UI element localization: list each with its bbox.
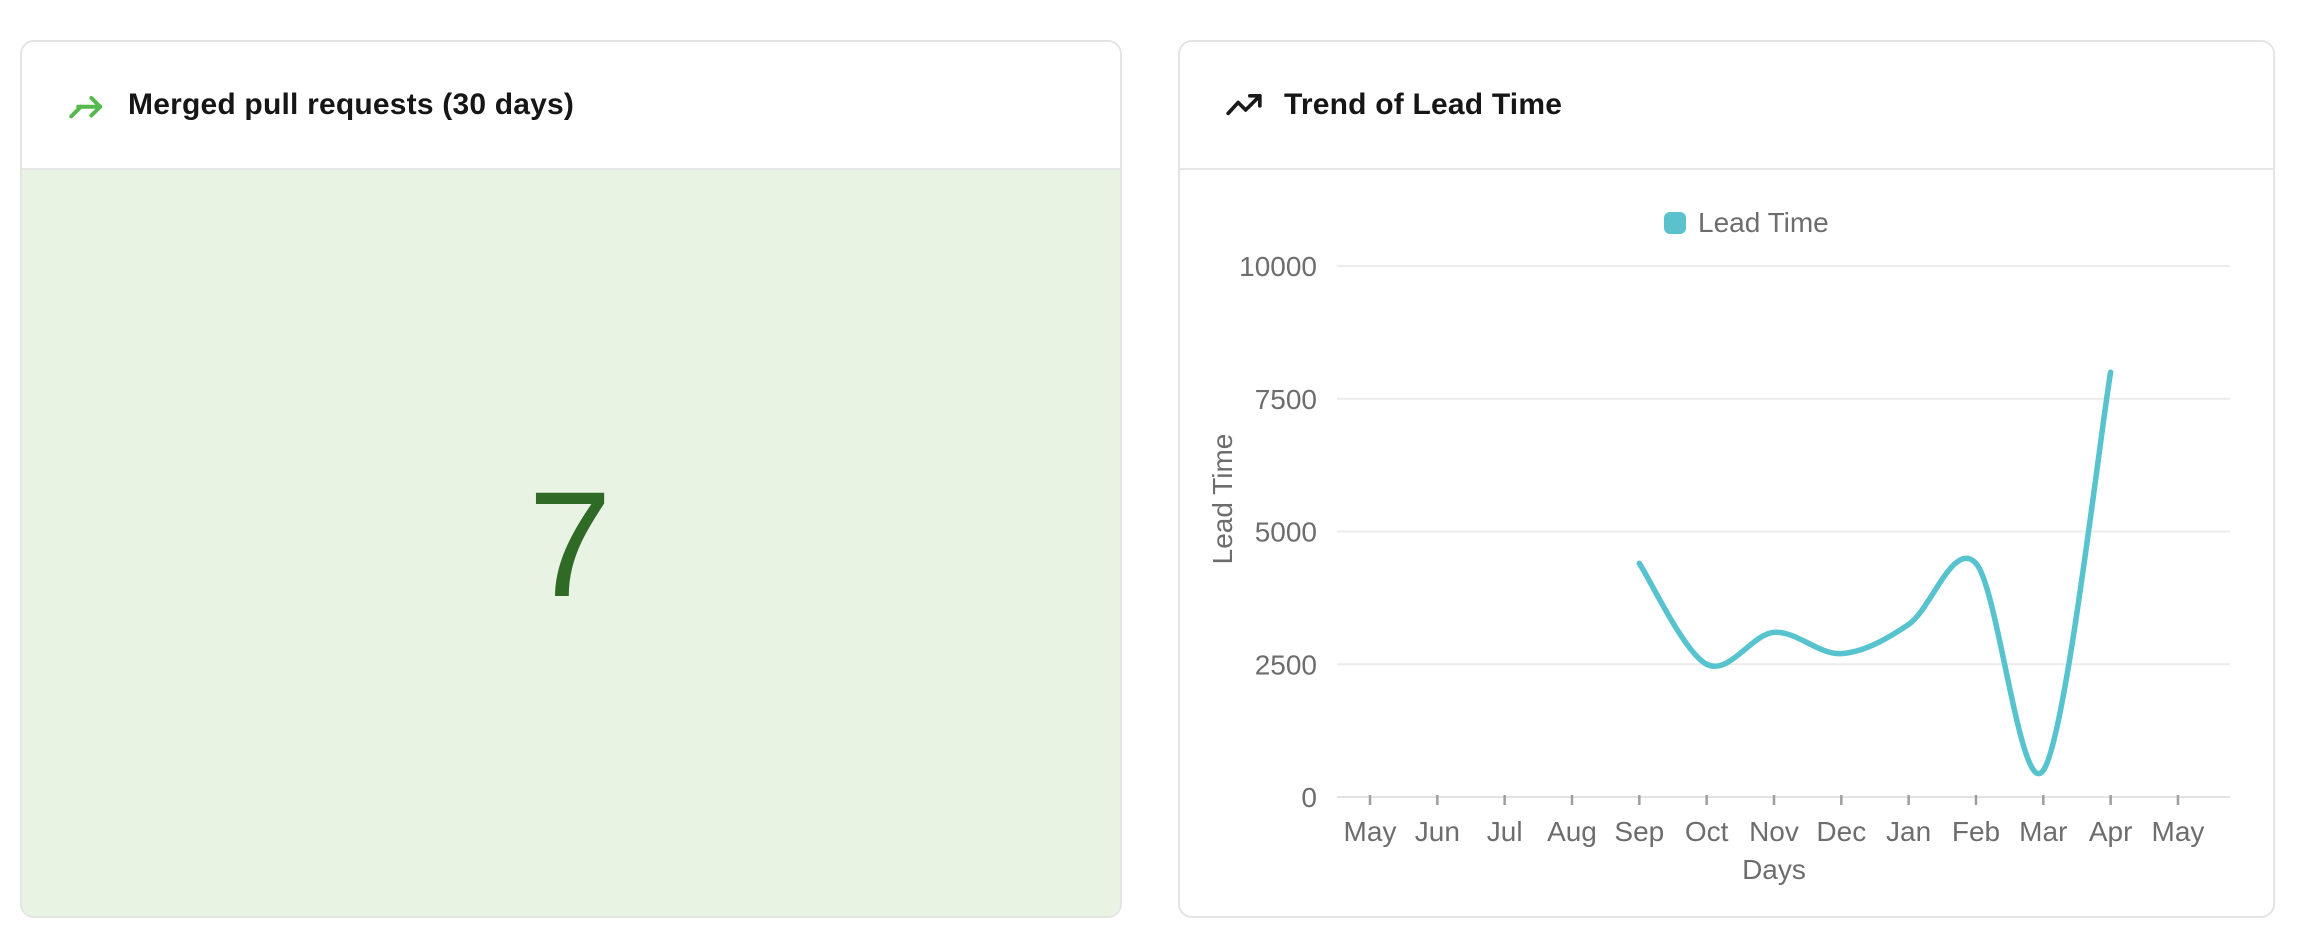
svg-text:2500: 2500 <box>1255 649 1317 680</box>
lead-time-card: Trend of Lead Time 0 2500 5000 7500 10000 May… <box>1178 40 2275 918</box>
trending-up-icon <box>1224 85 1264 125</box>
svg-text:Sep: Sep <box>1614 816 1664 847</box>
lead-time-card-header: Trend of Lead Time <box>1180 42 2273 170</box>
x-tick-labels: May Jun Jul Aug Sep Oct Nov Dec Jan Feb Mar Apr May <box>1344 816 2205 847</box>
svg-text:Mar: Mar <box>2019 816 2067 847</box>
svg-text:7500: 7500 <box>1255 384 1317 415</box>
merged-pr-body: 7 <box>22 170 1120 916</box>
chart-legend[interactable]: Lead Time <box>1664 207 1829 238</box>
y-tick-labels: 0 2500 5000 7500 10000 <box>1239 251 1317 813</box>
svg-text:Jun: Jun <box>1415 816 1460 847</box>
lead-time-title: Trend of Lead Time <box>1284 88 1563 121</box>
merge-arrow-icon <box>66 84 108 126</box>
legend-label: Lead Time <box>1698 207 1829 238</box>
axis-titles: Days Lead Time <box>1207 434 1806 885</box>
lead-time-chart-area: 0 2500 5000 7500 10000 May Jun Jul Aug Sep Oct Nov D… <box>1180 170 2273 916</box>
svg-text:Jan: Jan <box>1886 816 1931 847</box>
legend-swatch <box>1664 212 1686 234</box>
svg-text:Apr: Apr <box>2089 816 2133 847</box>
y-gridlines <box>1337 265 2230 798</box>
svg-text:Nov: Nov <box>1749 816 1799 847</box>
x-axis-label: Days <box>1742 854 1806 885</box>
merged-pr-card-header: Merged pull requests (30 days) <box>22 42 1120 170</box>
svg-text:Aug: Aug <box>1547 816 1597 847</box>
x-tick-marks <box>1368 795 2180 805</box>
svg-text:10000: 10000 <box>1239 251 1317 282</box>
svg-text:May: May <box>1344 816 1397 847</box>
svg-text:Dec: Dec <box>1816 816 1866 847</box>
merged-pr-card: Merged pull requests (30 days) 7 <box>20 40 1122 918</box>
svg-text:May: May <box>2152 816 2205 847</box>
svg-text:Jul: Jul <box>1487 816 1523 847</box>
svg-text:Feb: Feb <box>1952 816 2000 847</box>
svg-text:0: 0 <box>1301 782 1317 813</box>
y-axis-label: Lead Time <box>1207 434 1238 565</box>
svg-text:5000: 5000 <box>1255 517 1317 548</box>
lead-time-line <box>1636 369 2114 777</box>
merged-pr-value: 7 <box>528 460 614 628</box>
merged-pr-title: Merged pull requests (30 days) <box>128 88 575 121</box>
svg-text:Oct: Oct <box>1685 816 1729 847</box>
